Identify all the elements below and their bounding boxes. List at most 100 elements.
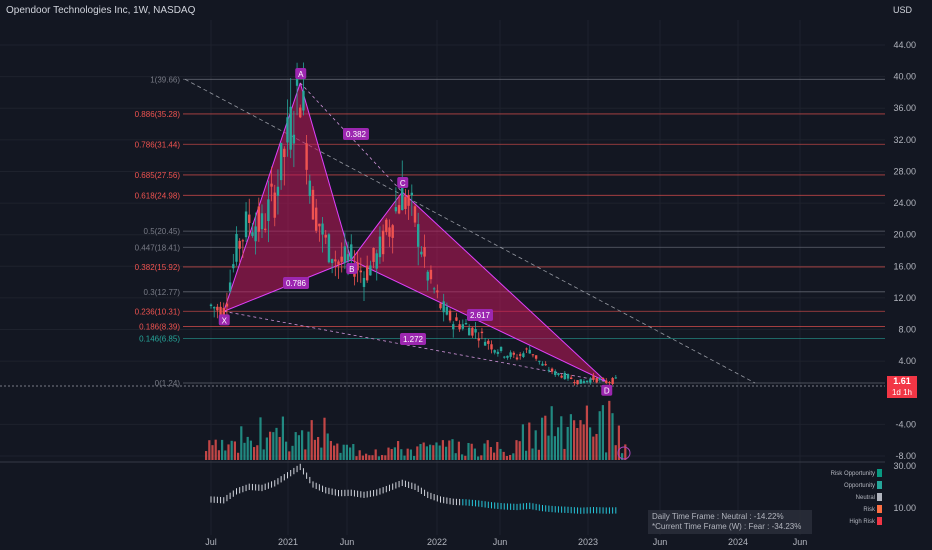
volume-bar <box>419 444 422 460</box>
volume-bar <box>521 424 524 460</box>
candle-body <box>311 189 315 220</box>
daily-sentiment: Daily Time Frame : Neutral : -14.22% <box>652 512 784 521</box>
volume-bar <box>217 450 220 460</box>
candle-body <box>605 380 608 383</box>
volume-bar <box>621 453 624 460</box>
volume-bar <box>589 427 592 460</box>
volume-bar <box>486 440 489 460</box>
volume-bar <box>281 416 284 460</box>
volume-bars <box>205 400 627 460</box>
candle-body <box>305 143 308 170</box>
volume-bar <box>595 433 598 460</box>
volume-bar <box>403 455 406 460</box>
candle-body <box>518 354 522 356</box>
candle-body <box>372 247 375 262</box>
candle-body <box>471 327 474 336</box>
candle-body <box>589 379 592 383</box>
candle-body <box>448 310 452 321</box>
candle-body <box>541 363 544 366</box>
volume-bar <box>387 447 390 460</box>
candle-body <box>429 269 433 280</box>
x-tick-label: 2024 <box>728 537 748 547</box>
fib-level-label: 0.685(27.56) <box>135 171 181 180</box>
currency-label: USD <box>893 5 913 15</box>
candle-body <box>279 142 283 181</box>
candle-body <box>601 377 605 379</box>
volume-bar <box>601 405 604 460</box>
volume-bar <box>240 426 243 460</box>
y-tick-label: 20.00 <box>893 230 916 240</box>
candle-body <box>534 355 538 359</box>
volume-bar <box>262 449 265 460</box>
volume-bar <box>531 448 534 460</box>
volume-bar <box>432 445 435 460</box>
volume-bar <box>441 440 444 460</box>
volume-bar <box>461 454 464 460</box>
volume-bar <box>566 426 569 460</box>
bar-timer: 1d 1h <box>891 388 913 397</box>
legend-label: Opportunity <box>843 483 875 489</box>
candle-body <box>464 322 468 325</box>
candle-body <box>302 90 305 111</box>
lower-pane-series <box>210 463 617 514</box>
volume-bar <box>265 437 268 460</box>
candle-body <box>455 317 458 321</box>
fib-level-label: 1(39.66) <box>150 75 180 84</box>
fib-level-label: 0.382(15.92) <box>135 263 181 272</box>
candle-body <box>340 256 343 262</box>
volume-bar <box>371 455 374 460</box>
fib-level-label: 0.186(8.39) <box>139 322 180 331</box>
volume-bar <box>592 436 595 460</box>
volume-bar <box>297 435 300 460</box>
candle-body <box>598 378 602 381</box>
candle-body <box>544 364 547 366</box>
volume-bar <box>438 445 441 460</box>
candle-body <box>477 338 480 341</box>
volume-bar <box>470 443 473 460</box>
volume-bar <box>365 453 368 460</box>
candle-body <box>525 348 528 350</box>
pattern-point-label: A <box>298 70 304 79</box>
candle-body <box>608 381 611 383</box>
candle-body <box>595 378 598 383</box>
volume-bar <box>557 427 560 460</box>
volume-bar <box>617 425 620 460</box>
candle-body <box>512 352 516 355</box>
volume-bar <box>624 444 627 460</box>
candle-body <box>420 251 423 255</box>
y-tick-label: -4.00 <box>895 419 916 429</box>
candle-body <box>359 270 363 273</box>
candle-body <box>346 254 350 261</box>
candle-body <box>219 306 222 319</box>
y-tick-label: 4.00 <box>898 356 916 366</box>
fib-level-label: 0.236(10.31) <box>135 307 181 316</box>
candle-body <box>228 282 232 292</box>
volume-bar <box>489 447 492 460</box>
volume-bar <box>384 455 387 460</box>
volume-bar <box>425 446 428 460</box>
volume-bar <box>605 452 608 460</box>
volume-bar <box>528 422 531 460</box>
pattern-point-badge <box>295 67 307 79</box>
volume-bar <box>560 416 563 460</box>
trendline <box>184 78 756 384</box>
x-tick-label: 2023 <box>578 537 598 547</box>
candle-body <box>299 107 302 118</box>
candle-body <box>515 357 519 360</box>
volume-bar <box>464 455 467 460</box>
legend-swatch <box>877 481 882 490</box>
volume-bar <box>409 449 412 460</box>
volume-bar <box>272 432 275 460</box>
pattern-point-label: D <box>604 387 610 396</box>
volume-bar <box>221 439 224 460</box>
legend-swatch <box>877 469 882 478</box>
volume-bar <box>553 436 556 460</box>
volume-bar <box>483 443 486 460</box>
alert-icon <box>617 446 631 460</box>
volume-bar <box>496 441 499 460</box>
candle-body <box>238 240 241 249</box>
candle-body <box>407 194 410 206</box>
volume-bar <box>541 417 544 460</box>
candle-body <box>585 380 589 383</box>
